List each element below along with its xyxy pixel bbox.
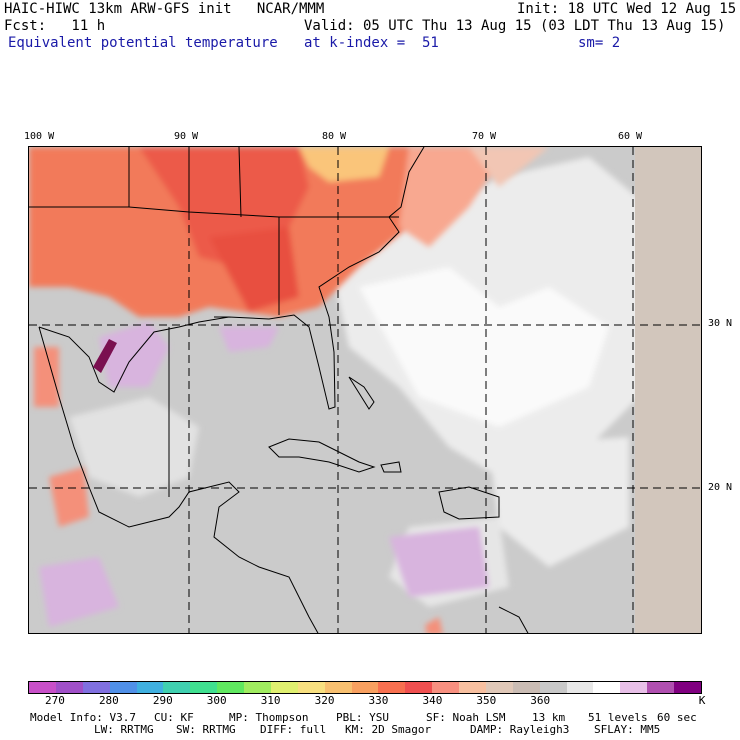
colorbar-tick-label: 300 bbox=[206, 694, 227, 707]
colorbar-tick-label: 320 bbox=[314, 694, 335, 707]
footer-pbl: PBL: YSU bbox=[336, 711, 389, 724]
lat-label-30n: 30 N bbox=[708, 318, 733, 329]
forecast-hour: Fcst: 11 h bbox=[4, 18, 106, 34]
colorbar-swatch bbox=[593, 682, 621, 693]
footer-sf: SF: Noah LSM bbox=[426, 711, 506, 724]
lat-label-20n: 20 N bbox=[708, 482, 733, 493]
footer-lw: LW: RRTMG bbox=[94, 723, 154, 736]
colorbar-swatch bbox=[539, 682, 567, 693]
colorbar-swatch bbox=[217, 682, 244, 693]
colorbar-tick-label: 310 bbox=[260, 694, 281, 707]
lon-label-70w: 70 W bbox=[472, 131, 497, 142]
lon-label-80w: 80 W bbox=[322, 131, 347, 142]
footer-sflay: SFLAY: MM5 bbox=[594, 723, 661, 736]
colorbar-swatch bbox=[109, 682, 137, 693]
coastlines bbox=[29, 147, 529, 633]
init-time: Init: 18 UTC Wed 12 Aug 15 bbox=[517, 1, 737, 17]
colorbar-swatch bbox=[29, 682, 56, 693]
colorbar-swatch bbox=[297, 682, 325, 693]
colorbar-swatch bbox=[674, 682, 701, 693]
colorbar-swatch bbox=[432, 682, 459, 693]
colorbar-swatch bbox=[405, 682, 433, 693]
colorbar-tick-label: 280 bbox=[98, 694, 119, 707]
warm-land bbox=[29, 147, 549, 317]
colorbar-swatch bbox=[351, 682, 379, 693]
colorbar-swatch bbox=[566, 682, 594, 693]
colorbar-tick-label: 290 bbox=[152, 694, 173, 707]
valid-time: Valid: 05 UTC Thu 13 Aug 15 (03 LDT Thu … bbox=[304, 18, 726, 34]
colorbar-swatch bbox=[378, 682, 406, 693]
purple-patches bbox=[39, 322, 489, 627]
theta-e-map bbox=[28, 146, 702, 634]
colorbar-swatch bbox=[190, 682, 218, 693]
colorbar-swatch bbox=[459, 682, 486, 693]
footer-timestep: 60 sec bbox=[657, 711, 697, 724]
colorbar-unit: K bbox=[698, 694, 706, 707]
lon-label-60w: 60 W bbox=[618, 131, 643, 142]
colorbar-swatch bbox=[244, 682, 271, 693]
colorbar-swatch bbox=[512, 682, 540, 693]
footer-mp: MP: Thompson bbox=[229, 711, 309, 724]
colorbar-tick-label: 330 bbox=[368, 694, 389, 707]
footer-resolution: 13 km bbox=[532, 711, 566, 724]
footer-levels: 51 levels bbox=[588, 711, 648, 724]
colorbar-swatch bbox=[270, 682, 298, 693]
colorbar-tick-label: 270 bbox=[45, 694, 65, 707]
field-name: Equivalent potential temperature bbox=[8, 35, 278, 51]
footer-km: KM: 2D Smagor bbox=[345, 723, 432, 736]
colorbar-swatch bbox=[82, 682, 110, 693]
east-strip bbox=[635, 147, 701, 633]
level-label: at k-index = 51 bbox=[304, 35, 439, 51]
colorbar-tick-label: 350 bbox=[476, 694, 497, 707]
mexico-warm bbox=[34, 347, 443, 633]
graticule bbox=[29, 147, 701, 633]
colorbar-swatch bbox=[55, 682, 83, 693]
footer-diff: DIFF: full bbox=[260, 723, 327, 736]
footer-model-info: Model Info: V3.7 bbox=[30, 711, 136, 724]
colorbar-swatch bbox=[620, 682, 648, 693]
lon-label-100w: 100 W bbox=[24, 131, 55, 142]
colorbar-swatch bbox=[647, 682, 674, 693]
lon-label-90w: 90 W bbox=[174, 131, 199, 142]
colorbar-tick-label: 360 bbox=[530, 694, 551, 707]
footer-cu: CU: KF bbox=[154, 711, 194, 724]
colorbar-swatch bbox=[163, 682, 191, 693]
colorbar-swatch bbox=[485, 682, 513, 693]
footer-sw: SW: RRTMG bbox=[176, 723, 236, 736]
colorbar-swatch bbox=[136, 682, 164, 693]
colorbar bbox=[28, 681, 702, 694]
smoothing-label: sm= 2 bbox=[578, 35, 621, 51]
colorbar-swatch bbox=[324, 682, 352, 693]
model-title: HAIC-HIWC 13km ARW-GFS init NCAR/MMM bbox=[4, 1, 325, 17]
coast-accent bbox=[93, 339, 117, 373]
map-canvas bbox=[29, 147, 701, 633]
colorbar-tick-label: 340 bbox=[422, 694, 443, 707]
footer-damp: DAMP: Rayleigh3 bbox=[470, 723, 570, 736]
